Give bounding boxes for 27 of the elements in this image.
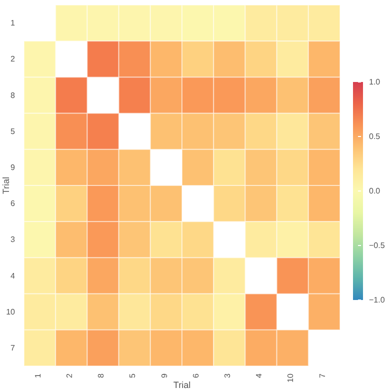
- x-tick-label: 9: [160, 373, 169, 378]
- x-axis-title: Trial: [173, 380, 191, 390]
- color-bar-label: −0.5: [369, 241, 386, 250]
- x-tick-label: 1: [33, 373, 42, 378]
- x-tick-label: 3: [223, 373, 232, 378]
- y-tick-label: 9: [10, 163, 16, 172]
- y-tick-label: 6: [10, 199, 16, 208]
- y-tick-label: 5: [10, 126, 16, 136]
- y-tick-label: 10: [6, 307, 16, 316]
- y-tick-label: 2: [10, 54, 16, 64]
- color-bar-label: −1.0: [369, 296, 386, 305]
- y-tick-label: 4: [10, 271, 16, 280]
- color-bar-label: 0.5: [369, 132, 381, 142]
- x-tick-label: 10: [286, 373, 296, 383]
- y-tick-label: 7: [10, 344, 16, 353]
- y-tick-label: 3: [10, 235, 16, 244]
- color-bar-label: 1.0: [369, 78, 381, 87]
- x-tick-label: 8: [96, 373, 106, 378]
- x-tick-label: 7: [318, 373, 327, 378]
- x-tick-label: 6: [191, 373, 200, 378]
- x-tick-label: 4: [254, 373, 264, 378]
- y-axis-title: Trial: [1, 176, 11, 194]
- x-tick-label: 5: [128, 373, 138, 378]
- y-tick-label: 8: [10, 90, 16, 100]
- y-tick-label: 1: [10, 18, 16, 28]
- x-tick-label: 2: [65, 373, 74, 378]
- color-bar-label: 0.0: [369, 186, 381, 196]
